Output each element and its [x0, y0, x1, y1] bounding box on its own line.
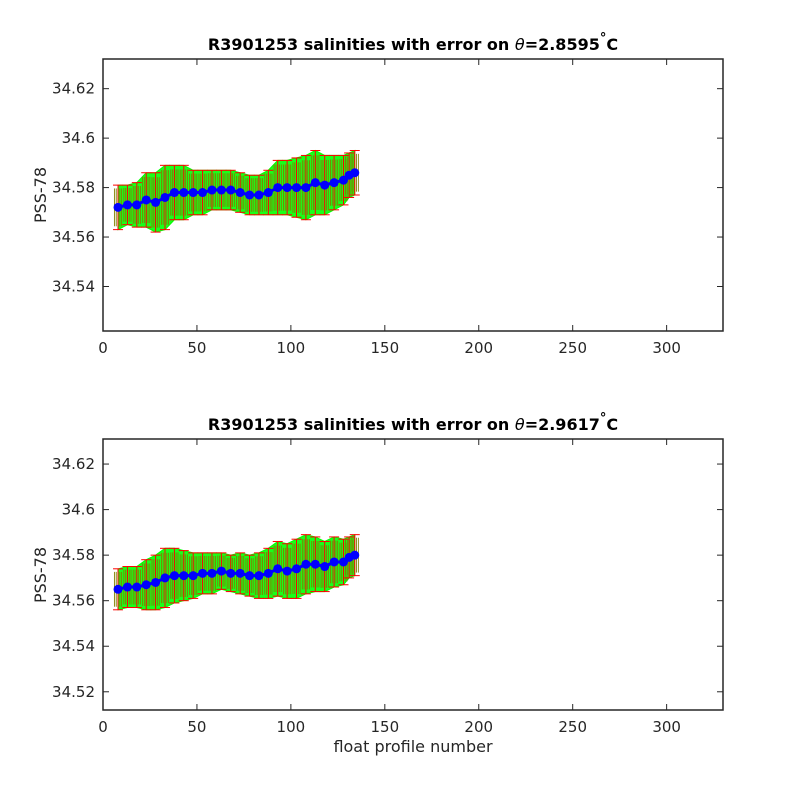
- y-tick-label: 34.54: [52, 637, 95, 655]
- ticks-layer: 0 50 100 150 200 250 300 34.54 34.56 34.58 34.6 34.…: [52, 59, 723, 357]
- title-value: =2.9617: [525, 415, 600, 434]
- x-tick-label: 200: [464, 339, 493, 357]
- data-point: [198, 188, 208, 198]
- y-tick-label: 34.58: [52, 179, 95, 197]
- data-point: [292, 564, 302, 574]
- x-tick-label: 250: [558, 339, 587, 357]
- data-point: [122, 582, 132, 592]
- plot-layer: [113, 149, 360, 233]
- x-tick-label: 100: [277, 339, 306, 357]
- data-point: [226, 568, 236, 578]
- axes-box: [102, 58, 724, 332]
- data-point: [310, 178, 320, 188]
- x-axis-label: float profile number: [333, 737, 493, 756]
- data-point: [320, 180, 330, 190]
- data-point: [329, 557, 339, 567]
- y-tick-label: 34.58: [52, 546, 95, 564]
- data-point: [245, 190, 255, 200]
- axes-box: [102, 438, 724, 711]
- y-tick-label: 34.56: [52, 592, 95, 610]
- data-point: [292, 183, 302, 193]
- title-prefix: R3901253 salinities with error on: [208, 415, 515, 434]
- chart-title: R3901253 salinities with error on θ=2.85…: [208, 31, 618, 54]
- data-point: [160, 192, 170, 202]
- data-point: [263, 188, 273, 198]
- title-unit: C: [606, 415, 618, 434]
- title-degree: °: [600, 411, 607, 426]
- x-tick-label: 50: [187, 718, 206, 736]
- x-tick-label: 0: [98, 339, 108, 357]
- data-point: [132, 200, 142, 210]
- data-point: [169, 188, 179, 198]
- title-degree: °: [600, 31, 607, 46]
- data-point: [282, 566, 292, 576]
- chart-title: R3901253 salinities with error on θ=2.96…: [208, 411, 618, 434]
- data-point: [254, 190, 264, 200]
- y-axis-label: PSS-78: [31, 547, 50, 603]
- y-tick-label: 34.52: [52, 683, 95, 701]
- data-point: [235, 188, 245, 198]
- data-point: [207, 185, 217, 195]
- y-tick-label: 34.56: [52, 228, 95, 246]
- y-tick-label: 34.6: [62, 501, 95, 519]
- data-point: [216, 566, 226, 576]
- data-point: [350, 550, 360, 560]
- data-point: [245, 571, 255, 581]
- chart-panel-top: R3901253 salinities with error on θ=2.85…: [31, 31, 724, 357]
- data-point: [188, 571, 198, 581]
- x-tick-label: 300: [652, 718, 681, 736]
- chart-panel-bottom: R3901253 salinities with error on θ=2.96…: [31, 411, 724, 756]
- data-point: [329, 178, 339, 188]
- data-point: [113, 584, 123, 594]
- data-point: [151, 577, 161, 587]
- data-point: [273, 183, 283, 193]
- data-point: [235, 568, 245, 578]
- y-tick-label: 34.6: [62, 129, 95, 147]
- y-axis-label: PSS-78: [31, 167, 50, 223]
- data-point: [273, 564, 283, 574]
- data-point: [350, 168, 360, 178]
- data-point: [310, 559, 320, 569]
- x-tick-label: 100: [277, 718, 306, 736]
- data-point: [320, 562, 330, 572]
- data-point: [188, 188, 198, 198]
- data-point: [282, 183, 292, 193]
- data-point: [301, 183, 311, 193]
- data-point: [301, 559, 311, 569]
- title-theta: θ: [515, 35, 525, 54]
- data-point: [113, 202, 123, 212]
- data-point: [122, 200, 132, 210]
- data-point: [207, 568, 217, 578]
- x-tick-label: 0: [98, 718, 108, 736]
- data-point: [179, 188, 189, 198]
- data-point: [254, 571, 264, 581]
- x-tick-label: 150: [370, 718, 399, 736]
- data-point: [141, 195, 151, 205]
- x-tick-label: 150: [370, 339, 399, 357]
- data-point: [169, 571, 179, 581]
- ticks-layer: 0 50 100 150 200 250 300 34.52 34.54 34.56 34.58 34…: [52, 439, 723, 736]
- title-unit: C: [606, 35, 618, 54]
- title-prefix: R3901253 salinities with error on: [208, 35, 515, 54]
- data-point: [151, 197, 161, 207]
- title-value: =2.8595: [525, 35, 600, 54]
- data-point: [132, 582, 142, 592]
- data-point: [160, 573, 170, 583]
- plot-layer: [113, 533, 360, 611]
- y-tick-label: 34.54: [52, 277, 95, 295]
- data-point: [179, 571, 189, 581]
- data-point: [226, 185, 236, 195]
- data-point: [141, 580, 151, 590]
- data-point: [263, 568, 273, 578]
- data-point: [198, 568, 208, 578]
- title-theta: θ: [515, 415, 525, 434]
- x-tick-label: 250: [558, 718, 587, 736]
- data-point: [216, 185, 226, 195]
- x-tick-label: 200: [464, 718, 493, 736]
- x-tick-label: 300: [652, 339, 681, 357]
- x-tick-label: 50: [187, 339, 206, 357]
- y-tick-label: 34.62: [52, 80, 95, 98]
- y-tick-label: 34.62: [52, 455, 95, 473]
